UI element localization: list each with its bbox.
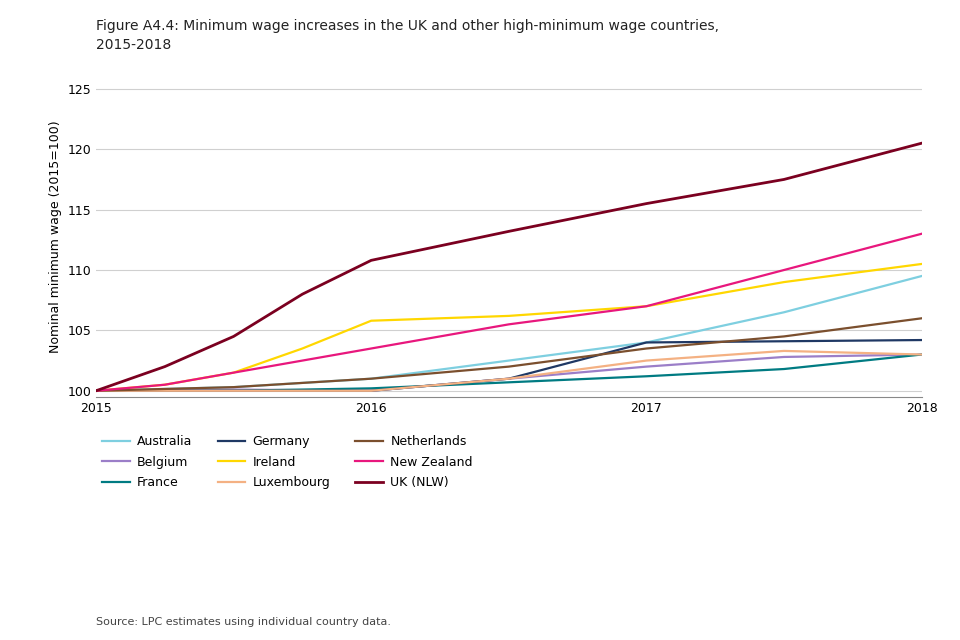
Belgium xyxy=(916,351,927,358)
Luxembourg xyxy=(916,351,927,358)
UK (NLW) xyxy=(640,200,652,207)
Australia xyxy=(916,272,927,280)
New Zealand xyxy=(640,302,652,310)
Belgium xyxy=(779,353,790,361)
Luxembourg xyxy=(503,375,515,383)
Legend: Australia, Belgium, France, Germany, Ireland, Luxembourg, Netherlands, New Zeala: Australia, Belgium, France, Germany, Ire… xyxy=(103,435,473,489)
Line: France: France xyxy=(96,355,922,391)
Ireland xyxy=(503,312,515,320)
Luxembourg xyxy=(640,356,652,364)
Y-axis label: Nominal minimum wage (2015=100): Nominal minimum wage (2015=100) xyxy=(49,120,61,353)
France xyxy=(228,387,239,395)
New Zealand xyxy=(366,345,377,353)
Netherlands xyxy=(228,383,239,391)
Ireland xyxy=(640,302,652,310)
Line: Australia: Australia xyxy=(96,276,922,391)
Line: New Zealand: New Zealand xyxy=(96,234,922,391)
UK (NLW) xyxy=(779,175,790,183)
Line: Germany: Germany xyxy=(96,340,922,391)
Netherlands xyxy=(90,387,102,395)
Netherlands xyxy=(366,375,377,383)
Luxembourg xyxy=(366,387,377,395)
Line: Belgium: Belgium xyxy=(96,355,922,391)
Australia xyxy=(366,375,377,383)
Netherlands xyxy=(640,345,652,353)
Netherlands xyxy=(779,333,790,340)
Ireland xyxy=(779,278,790,286)
Germany xyxy=(90,387,102,395)
Belgium xyxy=(503,375,515,383)
Luxembourg xyxy=(228,387,239,395)
Germany xyxy=(503,375,515,383)
UK (NLW) xyxy=(297,291,308,298)
France xyxy=(916,351,927,358)
Germany xyxy=(366,387,377,395)
Line: Ireland: Ireland xyxy=(96,264,922,391)
New Zealand xyxy=(297,356,308,364)
UK (NLW) xyxy=(159,363,171,371)
Ireland xyxy=(228,369,239,376)
Germany xyxy=(779,337,790,345)
Belgium xyxy=(640,363,652,371)
Line: Luxembourg: Luxembourg xyxy=(96,351,922,391)
Netherlands xyxy=(916,314,927,322)
Belgium xyxy=(90,387,102,395)
Australia xyxy=(228,383,239,391)
New Zealand xyxy=(90,387,102,395)
France xyxy=(366,385,377,392)
Germany xyxy=(228,387,239,395)
Luxembourg xyxy=(90,387,102,395)
UK (NLW) xyxy=(503,228,515,236)
UK (NLW) xyxy=(228,333,239,340)
Germany xyxy=(916,336,927,344)
Ireland xyxy=(366,317,377,324)
Ireland xyxy=(297,345,308,353)
Luxembourg xyxy=(779,347,790,355)
Line: Netherlands: Netherlands xyxy=(96,318,922,391)
Australia xyxy=(90,387,102,395)
New Zealand xyxy=(779,266,790,274)
Text: Figure A4.4: Minimum wage increases in the UK and other high-minimum wage countr: Figure A4.4: Minimum wage increases in t… xyxy=(96,19,719,52)
Australia xyxy=(779,308,790,316)
France xyxy=(640,372,652,380)
UK (NLW) xyxy=(366,257,377,264)
Netherlands xyxy=(503,363,515,371)
Line: UK (NLW): UK (NLW) xyxy=(96,143,922,391)
Germany xyxy=(640,339,652,346)
UK (NLW) xyxy=(90,387,102,395)
New Zealand xyxy=(916,230,927,237)
New Zealand xyxy=(503,321,515,328)
Ireland xyxy=(90,387,102,395)
France xyxy=(779,365,790,373)
UK (NLW) xyxy=(916,140,927,147)
Ireland xyxy=(916,260,927,268)
Belgium xyxy=(366,387,377,395)
Belgium xyxy=(228,386,239,394)
France xyxy=(503,378,515,386)
Text: Source: LPC estimates using individual country data.: Source: LPC estimates using individual c… xyxy=(96,617,391,627)
Australia xyxy=(640,339,652,346)
Ireland xyxy=(159,381,171,388)
New Zealand xyxy=(228,369,239,376)
France xyxy=(90,387,102,395)
New Zealand xyxy=(159,381,171,388)
Australia xyxy=(503,356,515,364)
